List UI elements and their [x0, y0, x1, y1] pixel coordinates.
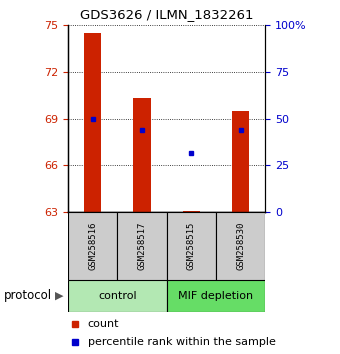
Text: ▶: ▶: [55, 291, 64, 301]
Bar: [117, 212, 167, 280]
Bar: [133, 98, 151, 212]
Bar: [167, 212, 216, 280]
Text: control: control: [98, 291, 137, 301]
Text: GSM258530: GSM258530: [236, 222, 245, 270]
Text: GSM258515: GSM258515: [187, 222, 196, 270]
Text: GSM258517: GSM258517: [137, 222, 147, 270]
Bar: [232, 111, 249, 212]
Bar: [68, 212, 117, 280]
Text: count: count: [88, 319, 119, 329]
Bar: [68, 280, 167, 312]
Bar: [167, 280, 265, 312]
Text: GSM258516: GSM258516: [88, 222, 97, 270]
Bar: [84, 33, 101, 212]
Bar: [183, 211, 200, 212]
Title: GDS3626 / ILMN_1832261: GDS3626 / ILMN_1832261: [80, 8, 253, 21]
Text: protocol: protocol: [3, 289, 52, 302]
Bar: [216, 212, 265, 280]
Text: percentile rank within the sample: percentile rank within the sample: [88, 337, 276, 347]
Text: MIF depletion: MIF depletion: [178, 291, 253, 301]
